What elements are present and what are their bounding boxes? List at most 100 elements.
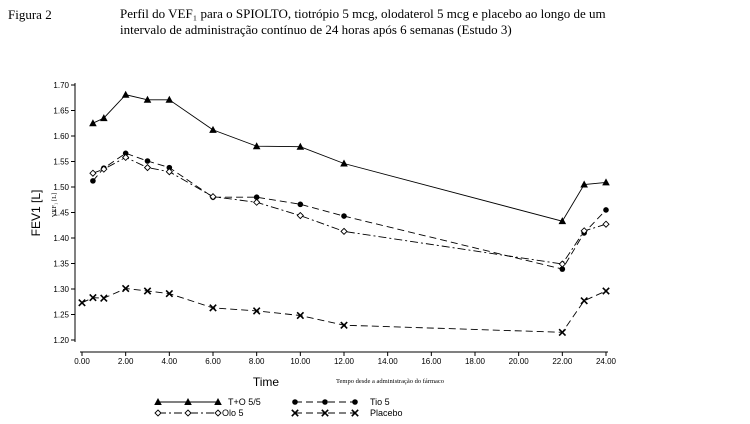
y-tick-label: 1.65: [53, 107, 69, 116]
y-tick-label: 1.55: [53, 158, 69, 167]
data-point: [121, 90, 130, 98]
x-tick-label: 10.00: [290, 357, 311, 366]
legend-marker: [184, 398, 192, 405]
y-tick-label: 1.20: [53, 336, 69, 345]
y-tick-label: 1.50: [53, 183, 69, 192]
y-tick-label: 1.45: [53, 209, 69, 218]
data-point: [144, 158, 151, 164]
data-point: [296, 311, 305, 320]
data-point: [209, 125, 217, 133]
data-point: [340, 321, 348, 329]
data-point: [253, 194, 260, 200]
data-point: [602, 220, 610, 228]
legend-label: T+O 5/5: [228, 397, 261, 407]
data-point: [558, 260, 566, 268]
data-point: [340, 159, 348, 167]
legend-marker: [321, 409, 329, 417]
legend-label: Tio 5: [370, 397, 390, 407]
data-point: [558, 328, 567, 337]
legend-marker: [214, 398, 222, 405]
legend-item-olo-5: Olo 5: [154, 408, 244, 418]
data-point: [165, 168, 173, 176]
x-tick-label: 22.00: [552, 357, 573, 366]
x-tick-label: 12.00: [334, 357, 355, 366]
x-tick-label: 6.00: [205, 357, 221, 366]
legend-label: Placebo: [370, 408, 403, 418]
legend-item-tio-5: Tio 5: [292, 397, 390, 407]
y-tick-label: 1.40: [53, 234, 69, 243]
y-axis-label-secondary: VEF₁ [L]: [51, 193, 58, 217]
legend-marker: [154, 398, 162, 405]
legend-marker: [292, 399, 298, 405]
data-point: [90, 178, 96, 184]
data-point: [100, 165, 108, 173]
legend-label: Olo 5: [222, 408, 244, 418]
x-axis-label-secondary: Tempo desde a administração do fármaco: [336, 378, 444, 385]
data-point: [296, 142, 305, 150]
data-point: [340, 227, 348, 236]
legend-marker: [154, 409, 162, 417]
data-point: [253, 198, 261, 206]
data-point: [558, 217, 567, 225]
data-point: [100, 114, 108, 122]
series-placebo: [78, 284, 610, 337]
legend-item-t-o-5-5: T+O 5/5: [154, 397, 261, 407]
x-tick-label: 18.00: [465, 357, 486, 366]
series-line: [92, 94, 607, 222]
x-tick-label: 2.00: [118, 357, 134, 366]
data-point: [165, 95, 174, 103]
chart-axes: 1.20 1.25 1.30 1.35 1.40 1.45 1.50 1.55 1.60 1.65…: [53, 81, 616, 366]
legend-marker: [351, 409, 359, 417]
x-tick-label: 24.00: [596, 357, 617, 366]
data-point: [143, 95, 152, 103]
series-line: [92, 156, 607, 265]
data-point: [209, 193, 217, 201]
data-point: [602, 178, 610, 186]
data-point: [252, 307, 261, 315]
data-point: [209, 304, 217, 312]
y-tick-label: 1.70: [53, 81, 69, 90]
legend-item-placebo: Placebo: [291, 408, 403, 418]
x-tick-label: 0.00: [74, 357, 90, 366]
x-tick-label: 16.00: [421, 357, 442, 366]
data-point: [580, 227, 588, 235]
chart-legend: T+O 5/5 Tio 5 Olo 5 Placebo: [154, 397, 403, 418]
chart-series: [78, 90, 610, 337]
y-tick-label: 1.60: [53, 132, 69, 141]
x-tick-label: 8.00: [249, 357, 265, 366]
figure-title: Perfil do VEF₁ para o SPIOLTO, tiotrópio…: [120, 6, 746, 38]
data-point: [580, 296, 588, 305]
y-axis-label: FEV1 [L]: [29, 190, 43, 237]
data-point: [121, 284, 130, 293]
figure-label: Figura 2: [8, 7, 52, 22]
y-tick-label: 1.30: [53, 285, 69, 294]
series-tio-5: [90, 150, 609, 272]
data-point: [296, 211, 304, 220]
data-point: [165, 289, 174, 298]
data-point: [89, 169, 97, 177]
x-axis-label: Time: [253, 375, 280, 389]
data-point: [122, 153, 130, 162]
legend-marker: [184, 409, 192, 417]
legend-marker: [322, 399, 328, 405]
data-point: [89, 119, 97, 127]
data-point: [78, 299, 86, 307]
figure-title-line2: intervalo de administração contínuo de 2…: [120, 22, 512, 37]
legend-marker: [291, 409, 299, 417]
data-point: [559, 266, 566, 272]
x-tick-label: 4.00: [162, 357, 178, 366]
data-point: [89, 293, 97, 302]
x-tick-label: 20.00: [509, 357, 530, 366]
data-point: [603, 207, 609, 213]
data-point: [252, 142, 261, 150]
data-point: [602, 287, 610, 295]
series-t-o-5-5: [89, 90, 610, 225]
data-point: [297, 201, 304, 208]
legend-marker: [214, 409, 222, 417]
figure-title-line1: Perfil do VEF₁ para o SPIOLTO, tiotrópio…: [120, 6, 606, 21]
data-point: [580, 180, 588, 188]
series-line: [92, 152, 607, 270]
legend-marker: [352, 399, 358, 405]
x-tick-label: 14.00: [378, 357, 399, 366]
